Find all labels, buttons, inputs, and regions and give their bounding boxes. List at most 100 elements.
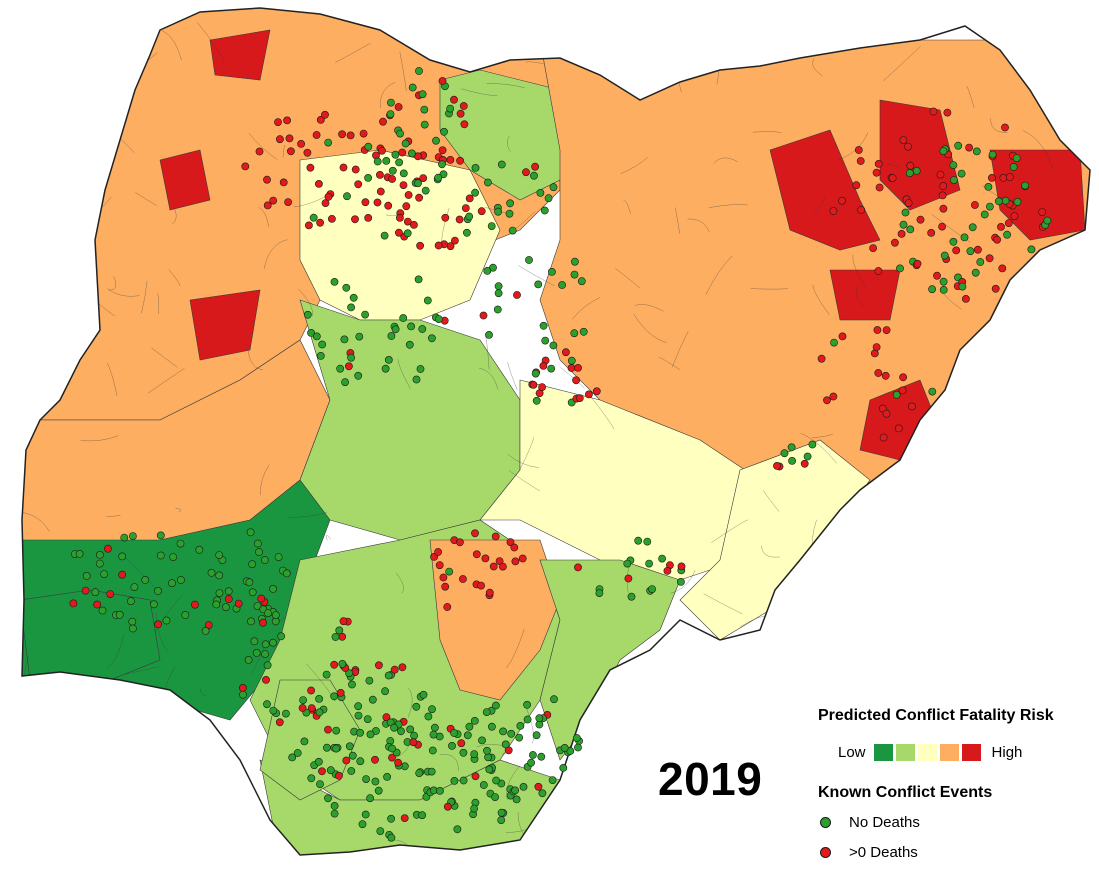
conflict-event-no-deaths [901, 208, 910, 217]
conflict-event-deaths [395, 213, 404, 222]
conflict-event-no-deaths [928, 285, 936, 294]
conflict-event-no-deaths [966, 247, 975, 256]
conflict-event-deaths [936, 170, 945, 179]
conflict-event-no-deaths [501, 740, 510, 749]
conflict-event-no-deaths [169, 553, 178, 561]
conflict-event-no-deaths [463, 731, 472, 740]
conflict-event-deaths [419, 174, 428, 182]
conflict-event-no-deaths [406, 725, 415, 734]
conflict-event-no-deaths [95, 559, 104, 568]
conflict-event-no-deaths [326, 766, 335, 775]
conflict-event-deaths [898, 386, 907, 395]
conflict-event-no-deaths [349, 293, 358, 302]
conflict-event-no-deaths [485, 765, 494, 774]
risk-swatch-2 [895, 743, 915, 761]
conflict-event-no-deaths [340, 335, 349, 344]
conflict-event-deaths [575, 394, 584, 402]
conflict-event-deaths [531, 162, 539, 171]
conflict-event-deaths [443, 603, 452, 611]
conflict-event-deaths [394, 103, 403, 111]
conflict-event-deaths [398, 148, 407, 157]
conflict-event-deaths [399, 181, 408, 189]
conflict-event-no-deaths [330, 809, 339, 818]
conflict-event-deaths [800, 459, 809, 468]
conflict-event-deaths [314, 179, 323, 188]
conflict-event-no-deaths [803, 452, 812, 461]
risk-legend-title: Predicted Conflict Fatality Risk [818, 707, 1054, 724]
conflict-event-no-deaths [949, 161, 958, 169]
conflict-event-deaths [838, 332, 847, 341]
conflict-event-no-deaths [482, 708, 491, 716]
deaths-dot-icon [820, 846, 831, 858]
conflict-event-no-deaths [988, 150, 997, 159]
conflict-event-no-deaths [429, 730, 438, 739]
conflict-event-deaths [274, 118, 282, 126]
conflict-event-no-deaths [120, 533, 129, 542]
conflict-event-deaths [394, 228, 403, 237]
conflict-event-no-deaths [540, 206, 549, 215]
conflict-event-no-deaths [330, 277, 339, 286]
conflict-event-no-deaths [534, 280, 543, 289]
conflict-event-deaths [409, 738, 418, 747]
conflict-event-no-deaths [424, 712, 433, 721]
conflict-event-no-deaths [483, 266, 492, 275]
conflict-event-no-deaths [508, 226, 517, 235]
conflict-event-no-deaths [558, 281, 566, 289]
conflict-event-no-deaths [322, 743, 331, 752]
conflict-event-no-deaths [405, 340, 414, 349]
conflict-event-no-deaths [343, 192, 351, 201]
conflict-event-deaths [275, 135, 284, 144]
conflict-event-no-deaths [462, 228, 471, 237]
conflict-event-no-deaths [525, 256, 533, 264]
conflict-event-deaths [435, 561, 444, 570]
conflict-event-no-deaths [516, 722, 525, 730]
conflict-event-no-deaths [484, 753, 492, 762]
conflict-event-deaths [269, 196, 278, 205]
conflict-event-no-deaths [412, 702, 421, 711]
conflict-event-no-deaths [345, 742, 354, 751]
conflict-event-deaths [234, 599, 243, 608]
conflict-event-no-deaths [221, 603, 230, 612]
risk-high-label: High [991, 743, 1023, 761]
conflict-event-no-deaths [253, 539, 262, 548]
conflict-event-deaths [592, 387, 601, 396]
risk-scale: Low High [838, 740, 1078, 764]
conflict-event-no-deaths [347, 303, 355, 312]
conflict-event-no-deaths [780, 449, 789, 458]
year-label: 2019 [658, 753, 763, 805]
conflict-event-no-deaths [391, 150, 400, 159]
conflict-event-deaths [518, 554, 527, 563]
conflict-event-deaths [852, 181, 861, 190]
conflict-event-no-deaths [1027, 245, 1036, 254]
conflict-event-no-deaths [314, 757, 323, 766]
conflict-event-deaths [324, 192, 333, 201]
conflict-event-deaths [375, 170, 384, 179]
conflict-event-no-deaths [260, 556, 269, 564]
conflict-event-no-deaths [250, 637, 259, 646]
conflict-event-deaths [882, 326, 891, 334]
conflict-event-deaths [938, 222, 946, 231]
conflict-event-no-deaths [541, 336, 550, 345]
conflict-event-no-deaths [399, 169, 408, 178]
conflict-event-no-deaths [395, 158, 403, 167]
conflict-event-no-deaths [418, 90, 427, 99]
conflict-event-deaths [339, 163, 348, 172]
conflict-event-deaths [388, 753, 396, 762]
conflict-event-no-deaths [976, 258, 985, 266]
conflict-event-no-deaths [361, 310, 369, 319]
conflict-event-no-deaths [118, 552, 127, 561]
conflict-event-no-deaths [371, 777, 380, 786]
conflict-event-deaths [511, 557, 520, 566]
conflict-event-deaths [450, 236, 459, 245]
conflict-event-no-deaths [154, 587, 162, 595]
conflict-event-no-deaths [307, 774, 316, 783]
conflict-event-deaths [471, 772, 480, 781]
conflict-event-deaths [562, 348, 570, 357]
conflict-event-no-deaths [465, 212, 474, 221]
conflict-event-deaths [307, 704, 316, 712]
conflict-event-deaths [829, 392, 838, 401]
conflict-event-deaths [416, 241, 424, 250]
conflict-event-deaths [415, 193, 423, 202]
conflict-event-deaths [339, 617, 348, 626]
conflict-event-no-deaths [361, 810, 370, 819]
